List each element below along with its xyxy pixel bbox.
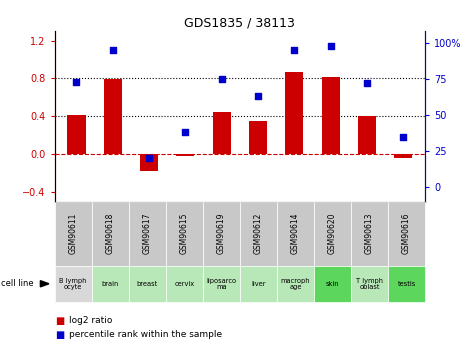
Text: brain: brain	[102, 281, 119, 287]
Text: cervix: cervix	[174, 281, 194, 287]
Bar	[213, 112, 231, 155]
Text: GSM90619: GSM90619	[217, 213, 226, 255]
Point	[218, 76, 226, 82]
Bar	[140, 155, 158, 171]
Bar	[394, 155, 412, 158]
Text: liposarco
ma: liposarco ma	[206, 277, 237, 290]
Point	[363, 80, 371, 86]
Point	[254, 93, 262, 99]
Text: T lymph
oblast: T lymph oblast	[356, 277, 383, 290]
Bar	[67, 115, 86, 155]
Bar	[358, 117, 376, 155]
Text: GSM90616: GSM90616	[402, 213, 411, 255]
Text: GSM90618: GSM90618	[106, 213, 114, 254]
Point	[181, 129, 189, 135]
Text: B lymph
ocyte: B lymph ocyte	[59, 277, 87, 290]
Text: GSM90614: GSM90614	[291, 213, 300, 255]
Text: GSM90615: GSM90615	[180, 213, 189, 255]
Text: cell line: cell line	[1, 279, 34, 288]
Bar	[249, 121, 267, 155]
Text: macroph
age: macroph age	[281, 277, 310, 290]
Bar	[322, 77, 340, 155]
Text: skin: skin	[326, 281, 339, 287]
Text: GSM90620: GSM90620	[328, 213, 337, 255]
Bar	[104, 79, 122, 155]
Point	[73, 79, 80, 85]
Text: ■: ■	[55, 330, 64, 339]
Text: GSM90611: GSM90611	[69, 213, 77, 254]
Text: GSM90612: GSM90612	[254, 213, 263, 254]
Point	[399, 134, 407, 139]
Point	[291, 48, 298, 53]
Title: GDS1835 / 38113: GDS1835 / 38113	[184, 17, 295, 30]
Text: testis: testis	[398, 281, 416, 287]
Bar	[285, 72, 304, 155]
Text: GSM90617: GSM90617	[143, 213, 152, 255]
Text: liver: liver	[251, 281, 266, 287]
Text: percentile rank within the sample: percentile rank within the sample	[69, 330, 222, 339]
Text: log2 ratio: log2 ratio	[69, 316, 112, 325]
Point	[327, 43, 334, 49]
Text: GSM90613: GSM90613	[365, 213, 374, 255]
Point	[145, 155, 153, 161]
Point	[109, 48, 116, 53]
Bar	[176, 155, 194, 156]
Text: ■: ■	[55, 316, 64, 326]
Text: breast: breast	[137, 281, 158, 287]
